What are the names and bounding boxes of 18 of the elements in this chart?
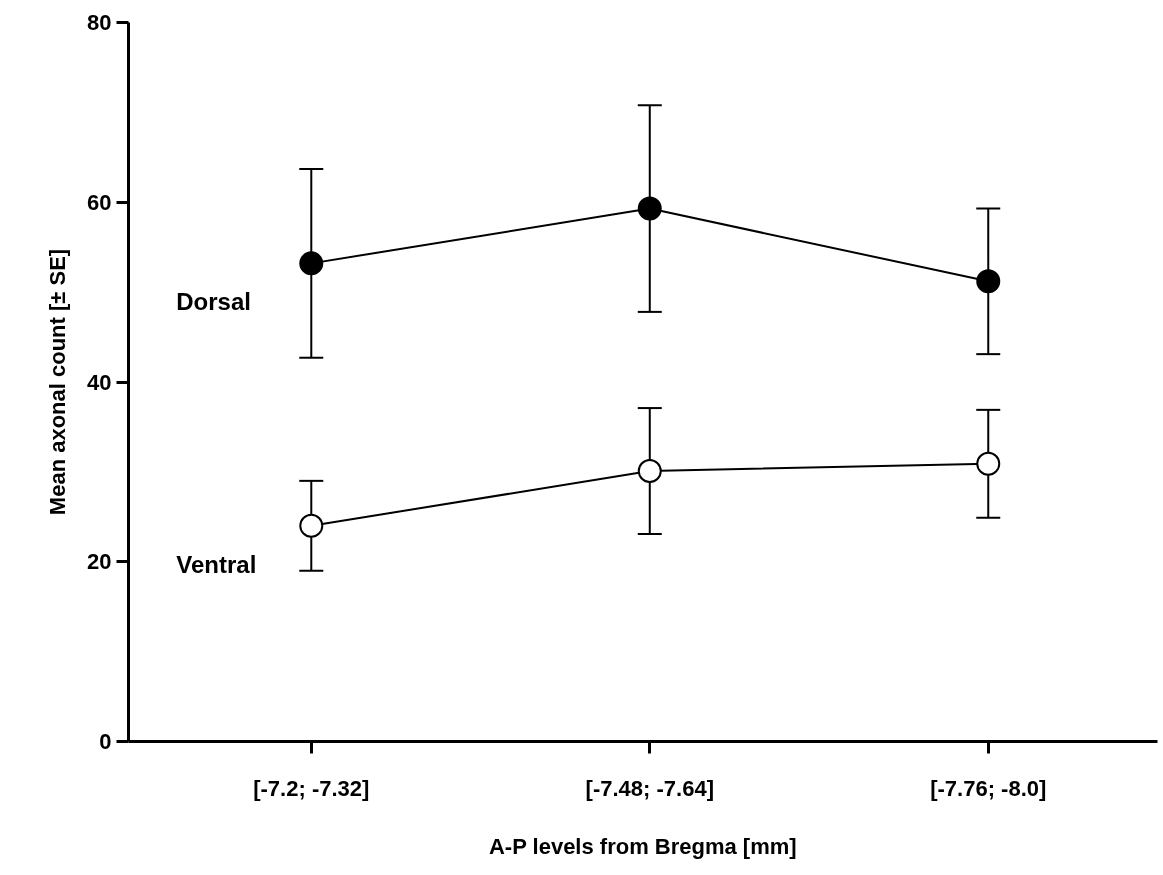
point [299, 251, 324, 276]
y-axis-title: Mean axonal count [± SE] [45, 248, 71, 516]
y-tick-label: 40 [87, 369, 112, 395]
x-tick-label: [-7.76; -8.0] [930, 775, 1047, 801]
point [976, 269, 1001, 294]
x-tick-label: [-7.48; -7.64] [585, 775, 714, 801]
text: Dorsal [176, 288, 251, 316]
point [637, 196, 662, 221]
point [637, 459, 662, 483]
x-axis-title: A-P levels from Bregma [mm] [488, 833, 797, 859]
x-tick-label: [-7.2; -7.32] [253, 775, 370, 801]
point [976, 451, 1001, 476]
y-tick-label: 0 [99, 729, 112, 754]
y-tick-label: 60 [87, 189, 112, 215]
y-tick-label: 20 [87, 549, 112, 575]
text: Ventral [176, 550, 257, 578]
point [299, 513, 324, 538]
y-tick-label: 80 [87, 10, 112, 35]
